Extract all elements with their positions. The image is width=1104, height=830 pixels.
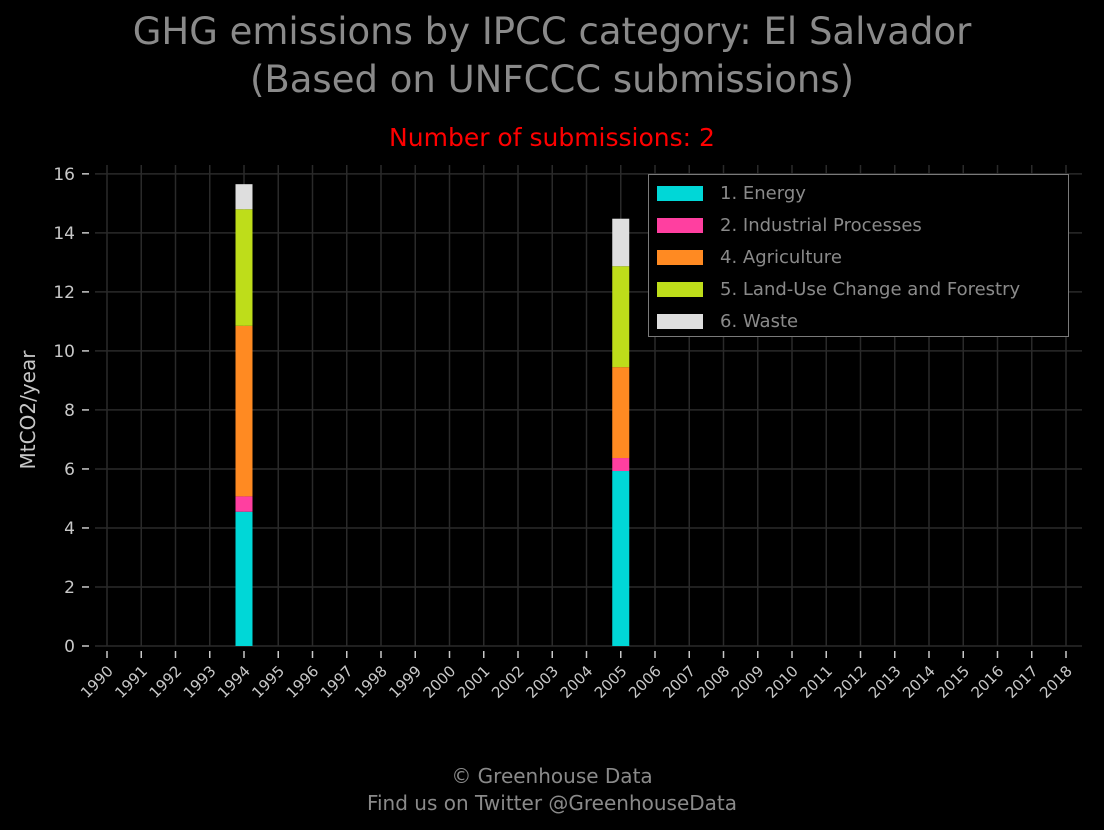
legend-item: 5. Land-Use Change and Forestry [657,275,1020,303]
x-tick-label: 2013 [865,662,905,702]
bar-segment [612,458,630,472]
x-tick-label: 2012 [831,662,871,702]
x-tick-label: 2018 [1036,662,1076,702]
y-tick-label: 4 [64,519,75,539]
x-tick-label: 1991 [111,662,151,702]
x-tick-label: 2002 [488,662,528,702]
legend-item: 1. Energy [657,179,806,207]
bar-segment [235,209,253,326]
bar-segment [235,511,253,646]
legend-label: 6. Waste [720,310,799,332]
x-tick-label: 2008 [694,662,734,702]
bar-segment [612,266,630,368]
chart-title-line-2: (Based on UNFCCC submissions) [249,58,855,101]
x-tick-label: 2006 [625,662,665,702]
twitter-text: Find us on Twitter @GreenhouseData [366,791,738,815]
legend-item: 4. Agriculture [657,243,842,271]
y-tick-label: 12 [53,283,75,303]
y-tick-label: 10 [53,342,75,362]
y-tick-label: 0 [64,637,75,657]
x-tick-label: 1992 [146,662,186,702]
chart-subtitle: Number of submissions: 2 [389,123,715,152]
x-tick-label: 2005 [591,662,631,702]
bar-segment [235,496,253,512]
legend-item: 2. Industrial Processes [657,211,922,239]
x-tick-label: 2007 [659,662,699,702]
x-tick-label: 1997 [317,662,357,702]
legend-label: 1. Energy [720,182,806,204]
x-tick-label: 1995 [248,662,288,702]
bar-segment [235,184,253,210]
copyright-text: © Greenhouse Data [451,764,653,788]
legend-item: 6. Waste [657,307,798,335]
legend-swatch [657,313,703,329]
y-tick-label: 16 [53,165,75,185]
x-tick-label: 2009 [728,662,768,702]
y-tick-label: 14 [53,224,75,244]
legend-swatch [657,185,703,201]
x-tick-label: 2017 [1002,662,1042,702]
x-tick-label: 1999 [385,662,425,702]
bar-segment [612,471,630,646]
x-tick-label: 1998 [351,662,391,702]
x-tick-label: 1993 [180,662,220,702]
x-tick-label: 2004 [557,662,597,702]
legend-swatch [657,281,703,297]
x-tick-label: 2016 [968,662,1008,702]
x-tick-label: 1996 [283,662,323,702]
x-tick-label: 2003 [522,662,562,702]
bars [235,184,630,646]
y-tick-label: 6 [64,460,75,480]
bar-segment [235,325,253,497]
x-tick-label: 2000 [420,662,460,702]
legend-label: 5. Land-Use Change and Forestry [720,278,1021,300]
x-tick-label: 2014 [899,662,939,702]
x-tick-label: 2011 [796,662,836,702]
chart-title-line-1: GHG emissions by IPCC category: El Salva… [132,10,972,53]
x-tick-label: 2015 [933,662,973,702]
x-tick-label: 1994 [214,662,254,702]
bar-segment [612,367,630,459]
legend-label: 2. Industrial Processes [720,214,922,236]
y-tick-label: 2 [64,578,75,598]
legend-swatch [657,217,703,233]
x-tick-label: 1990 [77,662,117,702]
y-tick-label: 8 [64,401,75,421]
legend: 1. Energy 2. Industrial Processes 4. Agric… [648,174,1069,337]
legend-label: 4. Agriculture [720,246,842,268]
x-tick-label: 2001 [454,662,494,702]
x-tick-label: 2010 [762,662,802,702]
legend-swatch [657,249,703,265]
bar-segment [612,218,630,267]
